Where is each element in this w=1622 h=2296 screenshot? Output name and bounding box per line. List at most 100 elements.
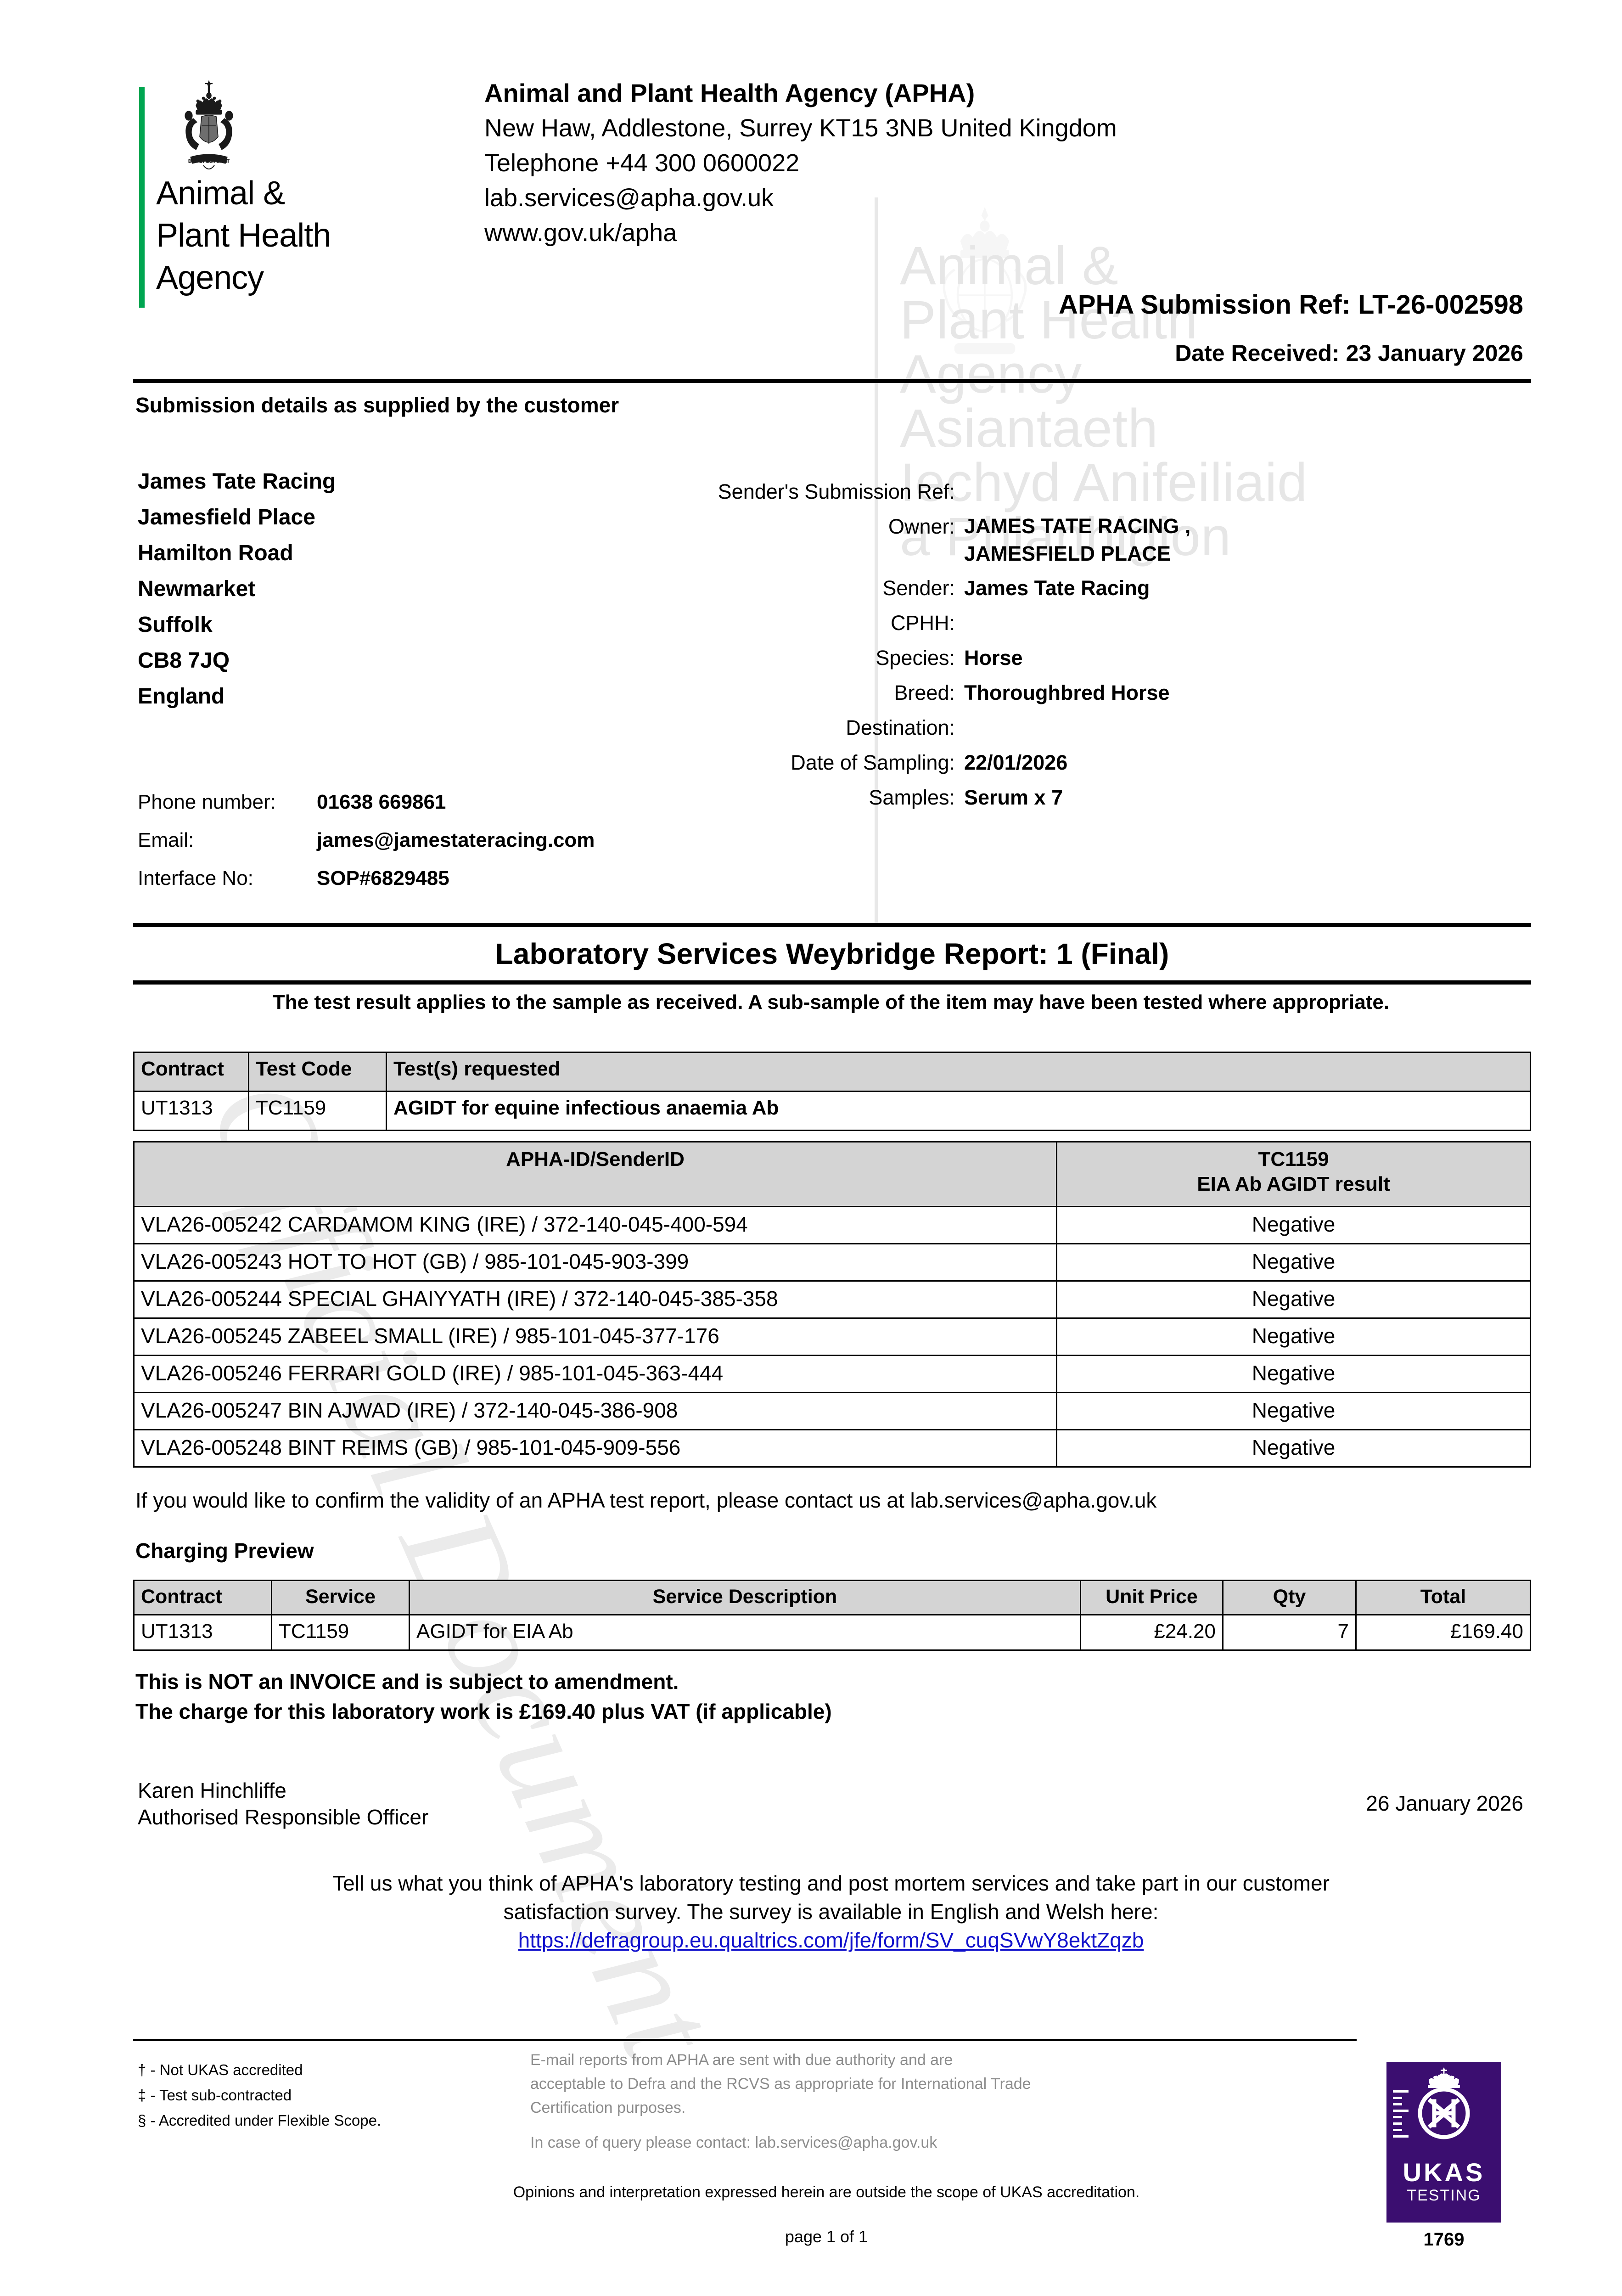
svg-text:DIEU ET MON DROIT: DIEU ET MON DROIT: [188, 159, 230, 163]
detail-row-sampling-date: Date of Sampling: 22/01/2026: [716, 748, 1497, 777]
apha-green-bar: [139, 87, 145, 308]
survey-line-2: satisfaction survey. The survey is avail…: [503, 1900, 1159, 1924]
col-tests-requested: Test(s) requested: [386, 1052, 1531, 1092]
logo-line-1: Animal &: [156, 175, 285, 212]
cell-test-code: TC1159: [248, 1091, 387, 1131]
ukas-accreditation-logo: UKAS TESTING: [1386, 2062, 1501, 2223]
report-title-bottom-rule: [133, 980, 1531, 985]
cell-sample-id: VLA26-005246 FERRARI GOLD (IRE) / 985-10…: [133, 1355, 1057, 1393]
address-line: James Tate Racing: [138, 469, 336, 494]
survey-link[interactable]: https://defragroup.eu.qualtrics.com/jfe/…: [518, 1928, 1144, 1952]
detail-row-samples: Samples: Serum x 7: [716, 783, 1497, 812]
ukas-accreditation-number: 1769: [1423, 2229, 1465, 2250]
logo-line-2: Plant Health: [156, 217, 331, 254]
ukas-testing-label: TESTING: [1407, 2187, 1481, 2204]
samples-label: Samples:: [869, 786, 955, 809]
footer-divider-rule: [133, 2039, 1357, 2041]
cell-charge-contract: UT1313: [133, 1614, 272, 1651]
col-test-result: TC1159 EIA Ab AGIDT result: [1056, 1141, 1531, 1207]
organisation-block: Animal and Plant Health Agency (APHA) Ne…: [484, 76, 1117, 250]
sampling-date-label: Date of Sampling:: [791, 751, 955, 774]
organisation-email: lab.services@apha.gov.uk: [484, 184, 774, 212]
organisation-address: New Haw, Addlestone, Surrey KT15 3NB Uni…: [484, 114, 1117, 142]
signatory-role: Authorised Responsible Officer: [138, 1805, 429, 1829]
sampling-date-value: 22/01/2026: [964, 751, 1068, 774]
footer-opinions-note: Opinions and interpretation expressed he…: [513, 2183, 1140, 2201]
submission-details-label: Submission details as supplied by the cu…: [135, 393, 619, 417]
charge-total-note: The charge for this laboratory work is £…: [135, 1699, 832, 1723]
contact-row-interface: Interface No: SOP#6829485: [138, 859, 595, 897]
table-row: VLA26-005246 FERRARI GOLD (IRE) / 985-10…: [133, 1355, 1531, 1393]
table-row: VLA26-005244 SPECIAL GHAIYYATH (IRE) / 3…: [133, 1280, 1531, 1319]
footer-email-notice: E-mail reports from APHA are sent with d…: [530, 2048, 1256, 2155]
col-test-code: Test Code: [248, 1052, 387, 1092]
email-notice-line-2: acceptable to Defra and the RCVS as appr…: [530, 2075, 1031, 2093]
address-line: Newmarket: [138, 577, 256, 601]
email-notice-line-1: E-mail reports from APHA are sent with d…: [530, 2051, 953, 2069]
table-row: UT1313 TC1159 AGIDT for EIA Ab £24.20 7 …: [133, 1614, 1531, 1651]
not-an-invoice-note: This is NOT an INVOICE and is subject to…: [135, 1670, 679, 1694]
col-contract: Contract: [133, 1052, 249, 1092]
cell-charge-service: TC1159: [271, 1614, 410, 1651]
cell-sample-result: Negative: [1056, 1206, 1531, 1244]
footer-accreditation-notes: † - Not UKAS accredited ‡ - Test sub-con…: [138, 2057, 381, 2133]
table-header-row: APHA-ID/SenderID TC1159 EIA Ab AGIDT res…: [133, 1141, 1531, 1207]
species-value: Horse: [964, 646, 1023, 670]
col-charge-contract: Contract: [133, 1580, 272, 1615]
results-table: APHA-ID/SenderID TC1159 EIA Ab AGIDT res…: [133, 1141, 1531, 1468]
footnote-subcontracted: ‡ - Test sub-contracted: [138, 2087, 292, 2104]
signature-block: Karen Hinchliffe Authorised Responsible …: [138, 1777, 428, 1830]
cell-test-requested: AGIDT for equine infectious anaemia Ab: [386, 1091, 1531, 1131]
table-row: VLA26-005243 HOT TO HOT (GB) / 985-101-0…: [133, 1243, 1531, 1282]
phone-label: Phone number:: [138, 791, 276, 813]
address-line: Hamilton Road: [138, 541, 293, 565]
validity-note: If you would like to confirm the validit…: [135, 1488, 1157, 1512]
col-charge-service: Service: [271, 1580, 410, 1615]
footnote-not-ukas: † - Not UKAS accredited: [138, 2061, 303, 2078]
owner-label: Owner:: [888, 515, 955, 538]
contact-row-email: Email: james@jamestateracing.com: [138, 821, 595, 859]
destination-label: Destination:: [846, 716, 955, 739]
cell-sample-id: VLA26-005243 HOT TO HOT (GB) / 985-101-0…: [133, 1243, 1057, 1282]
interface-no-label: Interface No:: [138, 867, 253, 889]
col-charge-description: Service Description: [409, 1580, 1081, 1615]
table-row: VLA26-005245 ZABEEL SMALL (IRE) / 985-10…: [133, 1317, 1531, 1356]
signatory-name: Karen Hinchliffe: [138, 1778, 286, 1802]
survey-line-1: Tell us what you think of APHA's laborat…: [332, 1871, 1330, 1895]
breed-value: Thoroughbred Horse: [964, 681, 1170, 704]
customer-address: James Tate Racing Jamesfield Place Hamil…: [138, 464, 336, 715]
breed-label: Breed:: [894, 681, 955, 704]
cell-sample-id: VLA26-005244 SPECIAL GHAIYYATH (IRE) / 3…: [133, 1280, 1057, 1319]
detail-row-species: Species: Horse: [716, 644, 1497, 672]
contact-row-phone: Phone number: 01638 669861: [138, 783, 595, 821]
cell-sample-result: Negative: [1056, 1280, 1531, 1319]
detail-row-sender: Sender: James Tate Racing: [716, 574, 1497, 602]
query-contact-note: In case of query please contact: lab.ser…: [530, 2134, 937, 2151]
result-header-line-2: EIA Ab AGIDT result: [1197, 1173, 1390, 1195]
sender-label: Sender:: [882, 576, 955, 600]
cell-charge-description: AGIDT for EIA Ab: [409, 1614, 1081, 1651]
col-apha-id-senderid: APHA-ID/SenderID: [133, 1141, 1057, 1207]
detail-row-owner: Owner: JAMES TATE RACING , JAMESFIELD PL…: [716, 512, 1497, 568]
owner-value: JAMES TATE RACING , JAMESFIELD PLACE: [964, 514, 1191, 565]
charging-preview-heading: Charging Preview: [135, 1539, 314, 1563]
table-row: UT1313 TC1159 AGIDT for equine infectiou…: [133, 1091, 1531, 1131]
table-header-row: Contract Test Code Test(s) requested: [133, 1052, 1531, 1092]
organisation-telephone: Telephone +44 300 0600022: [484, 149, 800, 177]
sender-value: James Tate Racing: [964, 576, 1150, 600]
email-value: james@jamestateracing.com: [317, 829, 595, 851]
cell-sample-result: Negative: [1056, 1317, 1531, 1356]
table-row: VLA26-005247 BIN AJWAD (IRE) / 372-140-0…: [133, 1392, 1531, 1430]
detail-row-cphh: CPHH:: [716, 609, 1497, 637]
email-notice-line-3: Certification purposes.: [530, 2099, 686, 2116]
apha-logo-wordmark: Animal & Plant Health Agency: [156, 172, 331, 299]
cell-sample-id: VLA26-005242 CARDAMOM KING (IRE) / 372-1…: [133, 1206, 1057, 1244]
col-charge-unit-price: Unit Price: [1080, 1580, 1224, 1615]
species-label: Species:: [876, 646, 955, 670]
report-title-top-rule: [133, 923, 1531, 927]
address-line: Jamesfield Place: [138, 505, 315, 529]
col-charge-qty: Qty: [1222, 1580, 1357, 1615]
address-line: England: [138, 684, 225, 709]
col-charge-total: Total: [1355, 1580, 1531, 1615]
